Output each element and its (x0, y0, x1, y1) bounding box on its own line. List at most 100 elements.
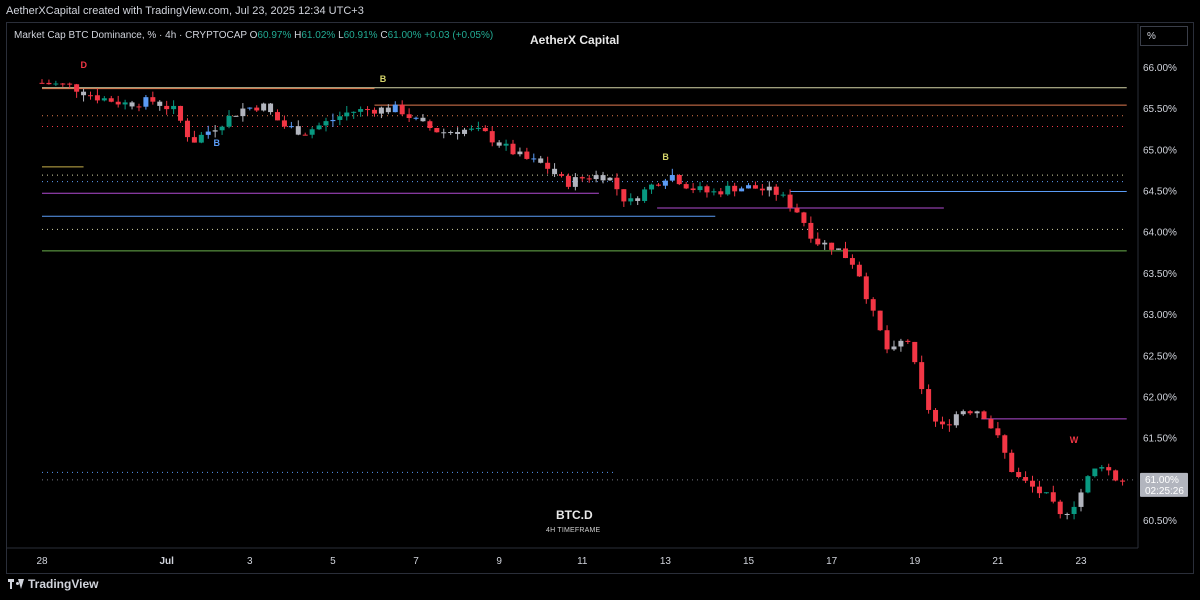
candle-138 (995, 422, 1001, 438)
candle-82 (607, 177, 613, 181)
x-tick-label: 3 (247, 556, 253, 567)
candle-55 (420, 114, 426, 122)
candle-110 (801, 211, 807, 227)
tradingview-logo-icon (8, 579, 24, 589)
candle-88 (649, 183, 655, 194)
candle-91 (669, 168, 675, 182)
candle-23 (198, 131, 204, 144)
candle-65 (489, 126, 495, 147)
candle-31 (254, 105, 260, 112)
timeframe-label: 4H TIMEFRAME (546, 527, 601, 534)
candle-97 (711, 188, 717, 196)
candle-21 (184, 118, 190, 142)
candle-44 (344, 106, 350, 121)
candle-73 (545, 156, 551, 174)
legend-title: Market Cap BTC Dominance, % · 4h · CRYPT… (14, 30, 247, 41)
candle-124 (898, 338, 904, 352)
candle-103 (752, 181, 758, 189)
ohlc-legend: Market Cap BTC Dominance, % · 4h · CRYPT… (14, 30, 493, 41)
candle-133 (960, 409, 966, 416)
candle-9 (101, 96, 107, 102)
candle-100 (732, 182, 738, 197)
candle-89 (655, 182, 661, 187)
x-tick-label: 21 (992, 556, 1004, 567)
candle-90 (662, 178, 668, 189)
candle-14 (136, 103, 142, 112)
high-value: 61.02% (301, 30, 336, 41)
candle-48 (371, 107, 377, 117)
price-tag: 61.00% 02:25:26 (1140, 472, 1188, 497)
candle-144 (1036, 480, 1042, 498)
candle-139 (1002, 434, 1008, 459)
x-tick-label: 7 (413, 556, 419, 567)
candle-148 (1064, 512, 1070, 520)
candle-27 (226, 110, 232, 129)
x-tick-label: 23 (1075, 556, 1087, 567)
footer[interactable]: TradingView (8, 577, 98, 591)
candle-74 (552, 163, 558, 178)
candle-135 (974, 410, 980, 418)
candle-33 (268, 102, 274, 115)
candle-146 (1050, 485, 1056, 504)
chart-frame (6, 22, 1194, 574)
candle-47 (365, 106, 371, 116)
low-value: 60.91% (343, 30, 378, 41)
candle-111 (808, 216, 814, 243)
tradingview-logo-text: TradingView (28, 577, 99, 591)
close-label: C (380, 30, 388, 41)
y-tick-label: 62.50% (1143, 351, 1177, 362)
candle-43 (337, 111, 343, 126)
candle-81 (600, 171, 606, 184)
y-tick-label: 66.00% (1143, 63, 1177, 74)
candle-75 (559, 171, 564, 178)
candle-123 (891, 340, 897, 351)
candle-72 (538, 155, 544, 164)
candle-8 (94, 88, 100, 104)
candle-106 (773, 184, 779, 201)
candle-78 (579, 176, 585, 182)
candle-25 (212, 125, 218, 138)
candle-93 (683, 181, 689, 190)
x-tick-label: 9 (496, 556, 502, 567)
candle-67 (503, 139, 509, 151)
symbol-label: BTC.D (556, 508, 593, 522)
candle-51 (392, 101, 398, 113)
y-tick-label: 64.50% (1143, 187, 1177, 198)
candle-2 (53, 80, 59, 87)
candle-32 (261, 102, 267, 112)
price-axis: 66.00% 65.50% 65.00% 64.50% 64.00% 63.50% 63.0… (1137, 24, 1177, 548)
candle-95 (697, 181, 703, 193)
candle-26 (219, 125, 225, 135)
candle-116 (842, 241, 848, 259)
candle-105 (766, 181, 772, 197)
y-tick-label: 61.50% (1143, 434, 1177, 445)
candle-60 (455, 127, 461, 140)
candle-30 (247, 107, 253, 111)
candle-49 (378, 106, 384, 119)
signal-marker-0: B (380, 74, 387, 84)
x-tick-label: 19 (909, 556, 921, 567)
candle-12 (122, 99, 128, 110)
candle-22 (191, 130, 197, 143)
candle-13 (129, 100, 135, 110)
candle-63 (475, 121, 481, 132)
candles (39, 79, 1126, 520)
brand-watermark: AetherX Capital (530, 33, 620, 47)
candle-140 (1009, 449, 1015, 473)
candle-98 (718, 188, 724, 198)
unit-button[interactable]: % (1140, 26, 1188, 46)
candle-64 (482, 125, 488, 132)
candle-79 (586, 174, 592, 183)
price-tag-countdown: 02:25:26 (1145, 486, 1184, 497)
candle-56 (427, 119, 433, 131)
candle-41 (323, 117, 329, 132)
x-tick-label: 13 (660, 556, 672, 567)
candle-87 (642, 186, 648, 203)
candle-24 (205, 125, 211, 139)
candle-57 (434, 127, 440, 133)
candle-42 (330, 113, 336, 127)
candle-58 (441, 128, 447, 139)
candle-66 (496, 140, 502, 148)
candle-4 (67, 82, 73, 88)
